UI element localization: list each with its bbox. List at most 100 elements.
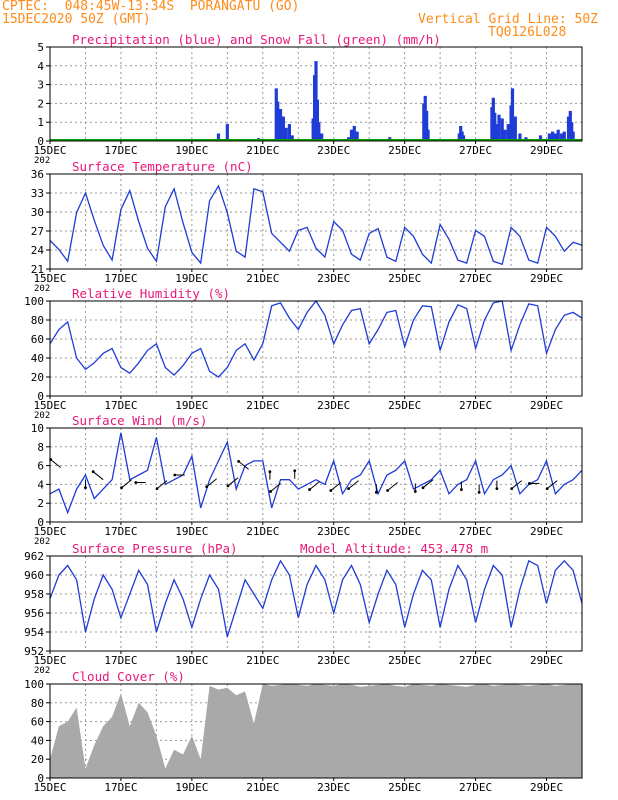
wind-arrow-head (155, 487, 159, 491)
wind-direction-arrow (270, 483, 281, 492)
x-tick-label: 15DEC (33, 525, 66, 538)
y-tick-label: 0 (37, 516, 44, 529)
x-year-prefix: 202 (34, 537, 50, 547)
run-identifier: TQ0126L028 (488, 25, 567, 40)
y-tick-label: 1 (37, 116, 44, 129)
x-tick-label: 27DEC (459, 399, 492, 412)
model-altitude-label: Model Altitude: 453.478 m (300, 541, 488, 556)
x-tick-label: 29DEC (530, 654, 563, 667)
y-tick-label: 0 (37, 390, 44, 403)
y-tick-label: 80 (31, 314, 44, 327)
wind-direction-arrow (511, 480, 523, 490)
wind-arrow-head (120, 486, 123, 490)
y-tick-label: 8 (37, 441, 44, 454)
y-tick-label: 21 (31, 263, 44, 276)
y-tick-label: 958 (24, 588, 44, 601)
precip-bar (216, 133, 221, 141)
wind-arrow-head (495, 487, 499, 491)
y-tick-label: 5 (37, 41, 44, 54)
wind-direction-arrow (227, 477, 239, 487)
x-tick-label: 19DEC (175, 272, 208, 285)
x-tick-label: 27DEC (459, 525, 492, 538)
temp-frame (49, 173, 583, 270)
cloud-title: Cloud Cover (%) (72, 669, 185, 684)
x-tick-label: 19DEC (175, 654, 208, 667)
temp-panel: 21 24 27 30 33 36 Surface Temperature (nC) 15DE… (31, 159, 583, 294)
x-tick-label: 23DEC (317, 781, 350, 794)
x-tick-label: 17DEC (104, 272, 137, 285)
y-tick-label: 33 (31, 187, 44, 200)
precip-bar (503, 129, 507, 141)
x-tick-label: 17DEC (104, 654, 137, 667)
x-tick-label: 29DEC (530, 781, 563, 794)
wind-direction-arrow (422, 479, 434, 489)
x-tick-label: 25DEC (388, 399, 421, 412)
wind-arrow-head (329, 489, 333, 492)
x-year-prefix: 202 (34, 411, 50, 421)
precip-bar (349, 129, 354, 141)
wind-arrow-head (205, 485, 209, 489)
x-tick-label: 17DEC (104, 781, 137, 794)
x-tick-label: 27DEC (459, 781, 492, 794)
y-tick-label: 4 (37, 478, 44, 491)
precip-bar (562, 131, 566, 141)
x-tick-label: 21DEC (246, 144, 279, 157)
x-tick-label: 21DEC (246, 654, 279, 667)
x-tick-label: 15DEC (33, 654, 66, 667)
precip-bar (290, 135, 294, 141)
pressure-frame (49, 555, 583, 652)
wind-direction-arrow (206, 478, 218, 488)
precip-bar (506, 124, 510, 141)
wind-arrow-head (173, 473, 177, 477)
precip-bar (276, 101, 280, 141)
precip-bar (315, 99, 320, 141)
y-tick-label: 20 (31, 371, 44, 384)
x-tick-label: 21DEC (246, 525, 279, 538)
precip-bar (355, 131, 359, 141)
wind-frame (49, 427, 583, 523)
precip-bar (317, 122, 321, 141)
wind-arrow-head (460, 488, 463, 491)
y-tick-label: 60 (31, 333, 44, 346)
y-tick-label: 2 (37, 97, 44, 110)
x-tick-label: 29DEC (530, 525, 563, 538)
wind-direction-arrow (121, 479, 132, 489)
x-tick-label: 15DEC (33, 781, 66, 794)
y-tick-label: 24 (31, 244, 45, 257)
cloud-panel: 0 20 40 60 80 100 Cloud Cover (%) 15DEC 17DEC 19D… (24, 669, 583, 794)
y-tick-label: 80 (31, 697, 44, 710)
wind-series-line (49, 432, 583, 515)
y-tick-label: 960 (24, 569, 44, 582)
y-tick-label: 100 (24, 295, 44, 308)
x-tick-label: 25DEC (388, 144, 421, 157)
precip-bar (550, 131, 555, 141)
wind-direction-arrow (330, 482, 342, 491)
x-tick-label: 27DEC (459, 144, 492, 157)
x-tick-label: 17DEC (104, 399, 137, 412)
y-tick-label: 20 (31, 753, 44, 766)
x-tick-label: 23DEC (317, 272, 350, 285)
x-tick-label: 21DEC (246, 272, 279, 285)
x-tick-label: 19DEC (175, 525, 208, 538)
rh-panel: 0 20 40 60 80 100 Relative Humidity (%) 15DEC 17… (24, 286, 583, 421)
x-year-prefix: 202 (34, 284, 50, 294)
precip-bar (278, 109, 283, 141)
precip-bar (556, 129, 560, 141)
precip-panel: 0 1 2 3 4 5 Precipitation (blue) and Snow Fall… (33, 32, 583, 166)
wind-arrow-head (413, 490, 417, 493)
x-tick-label: 19DEC (175, 781, 208, 794)
y-tick-label: 3 (37, 79, 44, 92)
wind-arrow-head (268, 470, 272, 474)
wind-arrow-head (293, 469, 297, 473)
x-tick-label: 15DEC (33, 272, 66, 285)
x-tick-label: 27DEC (459, 654, 492, 667)
x-tick-label: 29DEC (530, 399, 563, 412)
wind-panel: 0 2 4 6 8 10 Surface Wind (m/s) 15DEC 17DEC 19DEC… (31, 413, 583, 547)
x-tick-label: 25DEC (388, 525, 421, 538)
pressure-panel: 952 954 956 958 960 962 Surface Pressure (hPa)… (24, 541, 583, 676)
x-tick-label: 15DEC (33, 399, 66, 412)
wind-arrow-head (237, 459, 241, 463)
x-tick-label: 19DEC (175, 399, 208, 412)
pressure-title: Surface Pressure (hPa) (72, 541, 238, 556)
wind-arrow-head (421, 486, 425, 490)
